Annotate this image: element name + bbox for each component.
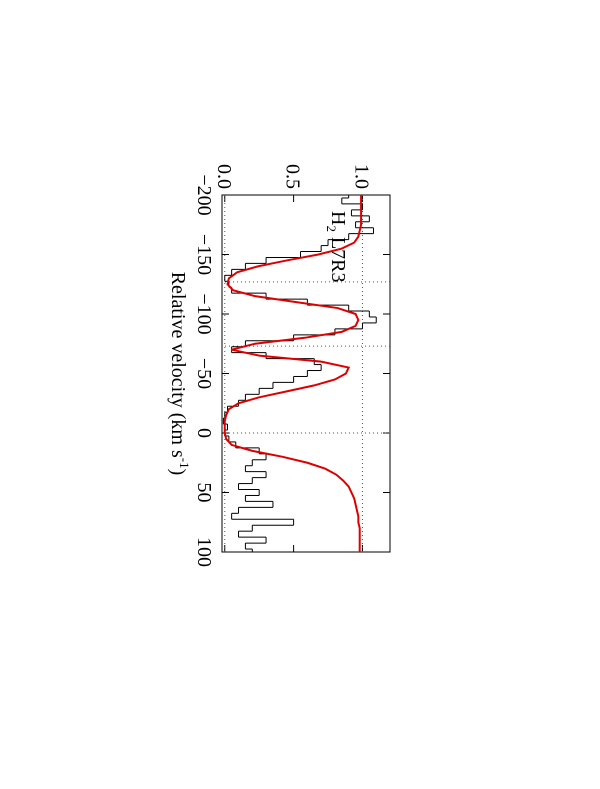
annotation: H2 L7R3 — [324, 211, 349, 283]
x-tick-label: −50 — [193, 358, 215, 389]
annotation-suffix: L7R3 — [327, 232, 349, 283]
y-tick-label: 0.5 — [282, 164, 304, 189]
x-tick-label: 0 — [193, 428, 215, 438]
y-tick-label: 1.0 — [350, 164, 372, 189]
x-tick-label: −200 — [193, 174, 215, 215]
x-axis-label-text: Relative velocity (km s — [167, 272, 189, 458]
x-tick-label: 100 — [193, 537, 215, 567]
x-tick-label: −100 — [193, 293, 215, 334]
x-axis-label-superscript: -1 — [177, 458, 192, 469]
y-tick-label: 0.0 — [213, 164, 235, 189]
model-line — [223, 195, 363, 552]
annotation-text: H — [327, 211, 349, 225]
plot-frame — [221, 194, 391, 553]
x-tick-label: 50 — [193, 483, 215, 503]
x-tick-label: −150 — [193, 234, 215, 275]
x-axis-label: Relative velocity (km s-1) — [167, 272, 192, 476]
x-axis-label-suffix: ) — [167, 469, 189, 476]
annotation-subscript: 2 — [324, 225, 339, 232]
